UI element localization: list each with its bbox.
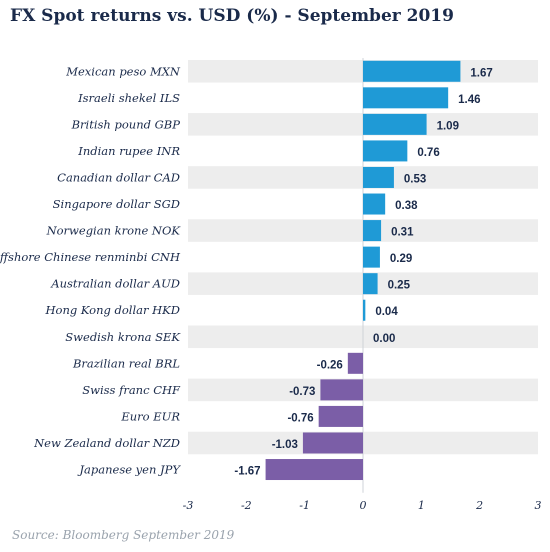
bar xyxy=(363,60,461,82)
value-label: 1.46 xyxy=(458,94,480,106)
value-label: 0.04 xyxy=(375,306,398,318)
chart-title: FX Spot returns vs. USD (%) - September … xyxy=(10,6,454,26)
bar xyxy=(363,299,366,321)
category-label: Swiss franc CHF xyxy=(82,383,181,397)
category-label: British pound GBP xyxy=(71,117,181,131)
bar xyxy=(363,113,427,135)
category-label: Israeli shekel ILS xyxy=(77,91,180,105)
x-tick-label: 2 xyxy=(475,499,483,512)
category-label: New Zealand dollar NZD xyxy=(33,436,180,450)
bar xyxy=(363,140,408,162)
value-label: 0.76 xyxy=(417,147,439,159)
category-label: Euro EUR xyxy=(120,409,180,423)
x-axis-ticks: -3 -2 -1 0 1 2 3 xyxy=(183,499,542,512)
bar xyxy=(302,432,363,454)
value-label: 1.09 xyxy=(437,120,459,132)
category-label: Canadian dollar CAD xyxy=(57,170,180,184)
value-label: 0.38 xyxy=(395,200,418,212)
category-label: Japanese yen JPY xyxy=(77,463,181,477)
category-label: Offshore Chinese renminbi CNH xyxy=(0,250,181,264)
x-tick-label: 0 xyxy=(360,499,367,512)
bar xyxy=(363,273,378,295)
x-tick-label: 1 xyxy=(418,499,425,512)
category-label: Australian dollar AUD xyxy=(50,277,180,291)
value-label: -1.67 xyxy=(234,466,260,478)
value-labels: 1.67 1.46 1.09 0.76 0.53 0.38 0.31 0.29 0.25 0.04… xyxy=(234,67,492,477)
bar xyxy=(363,193,386,215)
value-label: 0.29 xyxy=(390,253,412,265)
bar xyxy=(363,220,382,242)
bars xyxy=(265,60,461,481)
bar xyxy=(363,87,449,109)
bar xyxy=(363,246,380,268)
value-label: 0.25 xyxy=(388,280,411,292)
category-label: Norwegian krone NOK xyxy=(46,224,182,238)
value-label: -0.76 xyxy=(287,412,313,424)
bar xyxy=(320,379,363,401)
category-label: Brazilian real BRL xyxy=(72,356,180,370)
x-tick-label: -3 xyxy=(183,499,194,512)
category-label: Swedish krona SEK xyxy=(65,330,181,344)
value-label: -0.73 xyxy=(289,386,315,398)
value-label: -1.03 xyxy=(272,439,298,451)
bar xyxy=(363,166,394,188)
category-labels: Mexican peso MXN Israeli shekel ILS Britis… xyxy=(0,64,181,476)
source-note: Source: Bloomberg September 2019 xyxy=(12,528,235,542)
value-label: 1.67 xyxy=(470,67,492,79)
bar xyxy=(318,405,363,427)
category-label: Hong Kong dollar HKD xyxy=(45,303,181,317)
value-label: 0.31 xyxy=(391,227,414,239)
value-label: 0.00 xyxy=(373,333,395,345)
category-label: Singapore dollar SGD xyxy=(53,197,180,211)
x-tick-label: 3 xyxy=(535,499,542,512)
category-label: Mexican peso MXN xyxy=(65,64,181,78)
value-label: 0.53 xyxy=(404,173,426,185)
x-tick-label: -1 xyxy=(299,499,310,512)
category-label: Indian rupee INR xyxy=(77,144,180,158)
x-tick-label: -2 xyxy=(241,499,252,512)
bar xyxy=(265,459,363,481)
bar xyxy=(347,352,363,374)
value-label: -0.26 xyxy=(317,359,343,371)
